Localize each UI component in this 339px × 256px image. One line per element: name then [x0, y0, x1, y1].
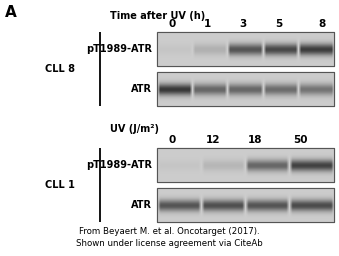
Bar: [157, 72, 334, 106]
Text: 1: 1: [203, 19, 211, 29]
Bar: [157, 148, 334, 182]
Text: CLL 8: CLL 8: [45, 64, 75, 74]
Text: pT1989-ATR: pT1989-ATR: [86, 160, 152, 170]
Text: 3: 3: [239, 19, 247, 29]
Bar: [157, 72, 334, 106]
Text: 5: 5: [275, 19, 283, 29]
Text: 0: 0: [168, 135, 176, 145]
Bar: [157, 148, 334, 182]
Text: pT1989-ATR: pT1989-ATR: [86, 44, 152, 54]
Text: Time after UV (h): Time after UV (h): [110, 11, 205, 21]
Text: ATR: ATR: [131, 200, 152, 210]
Bar: [157, 32, 334, 66]
Bar: [157, 188, 334, 222]
Text: 50: 50: [293, 135, 307, 145]
Text: ATR: ATR: [131, 84, 152, 94]
Text: A: A: [5, 5, 17, 20]
Text: 18: 18: [248, 135, 262, 145]
Bar: [157, 32, 334, 66]
Bar: [157, 188, 334, 222]
Text: 8: 8: [318, 19, 326, 29]
Text: From Beyaert M. et al. Oncotarget (2017).: From Beyaert M. et al. Oncotarget (2017)…: [79, 228, 259, 237]
Text: CLL 1: CLL 1: [45, 180, 75, 190]
Text: UV (J/m²): UV (J/m²): [110, 124, 159, 134]
Text: 0: 0: [168, 19, 176, 29]
Text: 12: 12: [206, 135, 220, 145]
Text: Shown under license agreement via CiteAb: Shown under license agreement via CiteAb: [76, 240, 262, 249]
